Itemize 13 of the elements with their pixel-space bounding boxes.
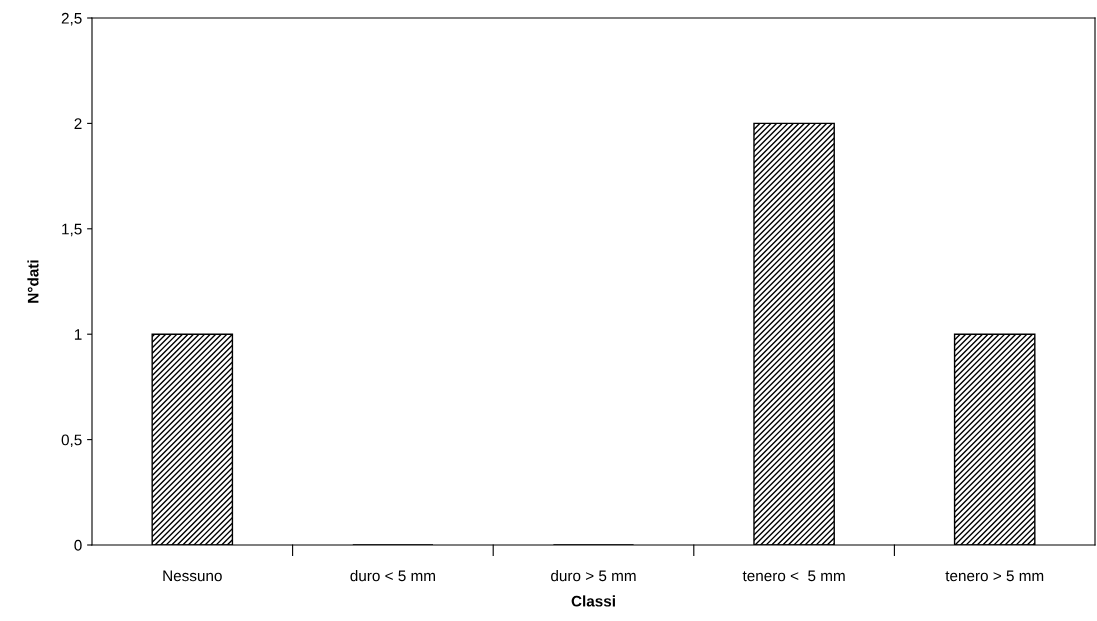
x-tick-label: tenero > 5 mm [945,570,1044,582]
x-axis-title: Classi [571,595,615,607]
x-tick-label: duro < 5 mm [350,570,435,582]
y-axis-title: N°dati [27,260,39,303]
y-tick-label: 2,5 [61,12,82,26]
y-tick-label: 0,5 [61,434,82,448]
x-tick-label: tenero < 5 mm [742,570,845,582]
y-tick-label: 1 [74,329,82,340]
y-tick-label: 2 [74,118,82,129]
x-tick-label: Nessuno [163,570,222,582]
y-tick-label: 1,5 [62,223,82,237]
x-tick-label: duro > 5 mm [551,570,636,582]
y-tick-label: 0 [74,539,82,551]
